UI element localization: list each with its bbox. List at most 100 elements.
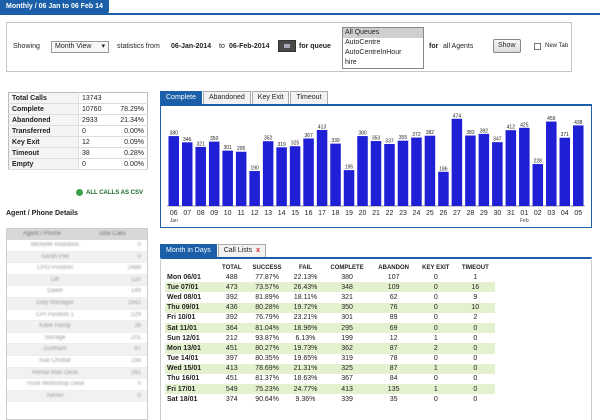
agent-row[interactable]: Katie Hardy 26 [7,321,147,333]
tab-complete[interactable]: Complete [160,91,202,104]
daily-row[interactable]: Wed 15/01 413 78.69% 21.31% 325 87 1 0 [165,363,495,374]
agent-row[interactable]: Admin 0 [7,390,147,403]
csv-icon[interactable] [76,189,83,196]
bar-19[interactable] [343,170,355,206]
bar-30[interactable] [492,142,503,206]
daily-cell: 0 [433,375,438,383]
agent-row[interactable]: Dunham 87 [7,344,147,356]
view-select[interactable]: Month View ▾ [51,41,109,53]
agent-row[interactable]: Dawn 149 [7,286,147,298]
agent-row[interactable]: CPI Position 1 229 [7,310,147,322]
daily-row[interactable]: Sat 18/01 374 90.64% 9.36% 339 35 0 0 [165,394,495,404]
agent-row[interactable]: Michelle Rodskins 0 [7,240,147,252]
bar-value-label: 353 [372,136,381,142]
agent-total: 261 [130,369,141,376]
tab-key-exit[interactable]: Key Exit [251,91,290,104]
daily-row[interactable]: Sun 12/01 212 93.87% 6.13% 199 12 1 0 [165,333,495,343]
daily-cell: 18.96% [288,322,323,334]
daily-row[interactable]: Fri 17/01 549 75.23% 24.77% 413 135 1 0 [165,384,495,395]
totals-row: Empty 0 0.00% [8,158,148,170]
daily-row[interactable]: Fri 10/01 392 76.79% 23.21% 301 89 0 2 [165,313,495,323]
show-button[interactable]: Show [493,39,521,53]
bar-09[interactable] [208,141,220,206]
bar-23[interactable] [397,140,409,206]
bar-29[interactable] [478,133,490,206]
to-date[interactable]: 06-Feb-2014 [229,43,270,50]
bar-14[interactable] [276,147,287,206]
bar-27[interactable] [451,118,463,206]
agent-row[interactable]: Truck Workshop Desk 0 [7,379,147,391]
agent-row[interactable]: Sarah Pile 0 [7,251,147,264]
bar-16[interactable] [303,138,314,206]
queue-listbox[interactable]: All Queues AutoCentre AutoCentreInHour h… [342,27,424,69]
close-icon[interactable]: x [256,247,261,254]
tab-abandoned[interactable]: Abandoned [202,91,251,104]
daily-row[interactable]: Mon 06/01 488 77.87% 22.13% 380 107 0 1 [165,272,495,282]
daily-date: Mon 13/01 [165,343,218,354]
bar-25[interactable] [424,135,436,206]
bar-01[interactable] [519,127,530,206]
agent-row[interactable]: Sue Chottar 194 [7,356,147,368]
view-select-value: Month View [55,43,92,50]
bar-15[interactable] [289,146,301,206]
bar-28[interactable] [465,135,476,206]
daily-cell: 80.35% [255,355,279,363]
queue-option[interactable]: AutoCentreInHour [345,49,402,56]
tab-timeout[interactable]: Timeout [290,91,328,104]
agent-total: 87 [134,346,141,353]
bar-02[interactable] [532,164,544,206]
bar-04[interactable] [559,137,571,206]
bar-03[interactable] [546,121,557,206]
bar-21[interactable] [370,141,382,206]
bar-value-label: 382 [426,130,435,136]
agent-row[interactable]: Storage 201 [7,333,147,345]
daily-row[interactable]: Thu 16/01 451 81.37% 18.63% 367 84 0 0 [165,374,495,384]
agent-name: Storage [44,334,66,341]
agent-row[interactable]: CPO Position 2489 [7,263,147,275]
bar-07[interactable] [181,142,193,206]
daily-row[interactable]: Mon 13/01 451 80.27% 19.73% 362 87 2 0 [165,343,495,354]
agent-row[interactable]: Off 120 [7,274,147,287]
queue-option[interactable]: All Queues [343,28,423,38]
totals-percent: 78.29% [110,103,148,115]
daily-cell: 23.21% [293,314,318,322]
daily-row[interactable]: Thu 09/01 436 80.28% 19.72% 350 76 0 10 [165,302,495,313]
all-calls-csv-link[interactable]: ALL CALLS AS CSV [86,190,144,196]
daily-table: TOTAL SUCCESS FAIL COMPLETE ABANDON KEY EXIT T… [165,263,495,404]
period-tab[interactable]: Monthly / 06 Jan to 06 Feb 14 [0,0,109,14]
bar-06[interactable] [168,136,180,206]
bar-08[interactable] [195,146,206,206]
queue-option[interactable]: hire [345,59,357,66]
agent-row[interactable]: Duty Manager 1642 [7,297,147,310]
bar-10[interactable] [222,150,233,206]
bar-20[interactable] [357,136,368,206]
queue-option[interactable]: AutoCentre [345,39,381,46]
totals-percent: 0.09% [110,136,148,148]
calendar-icon[interactable] [278,40,296,52]
bar-18[interactable] [330,143,341,206]
bar-13[interactable] [262,141,274,206]
new-tab-checkbox[interactable] [534,43,541,50]
tab-call-lists[interactable]: Call Lists x [217,244,267,257]
daily-row[interactable]: Tue 14/01 397 80.35% 19.65% 319 78 0 0 [165,354,495,364]
from-date[interactable]: 06-Jan-2014 [171,43,212,50]
daily-header-cell [165,263,218,272]
bar-05[interactable] [572,125,584,206]
daily-date: Thu 09/01 [165,302,218,313]
bar-31[interactable] [505,130,517,206]
tab-month-in-days[interactable]: Month in Days [160,244,217,257]
x-tick-label: 24 [413,210,421,217]
bar-12[interactable] [249,171,260,206]
daily-header-cell: FAIL [298,264,312,271]
bar-22[interactable] [384,143,395,206]
agents-value[interactable]: all Agents [443,43,474,50]
bar-24[interactable] [411,137,422,206]
bar-11[interactable] [235,151,247,206]
daily-row[interactable]: Sat 11/01 364 81.04% 18.96% 295 69 0 0 [165,322,495,334]
daily-row[interactable]: Wed 08/01 392 81.89% 18.11% 321 62 0 9 [165,292,495,302]
agent-row[interactable]: Rental Man Desk 261 [7,367,147,380]
bar-17[interactable] [316,130,328,206]
bar-26[interactable] [438,171,449,206]
chevron-down-icon: ▾ [101,43,105,50]
daily-row[interactable]: Tue 07/01 473 73.57% 26.43% 348 109 0 16 [165,282,495,293]
